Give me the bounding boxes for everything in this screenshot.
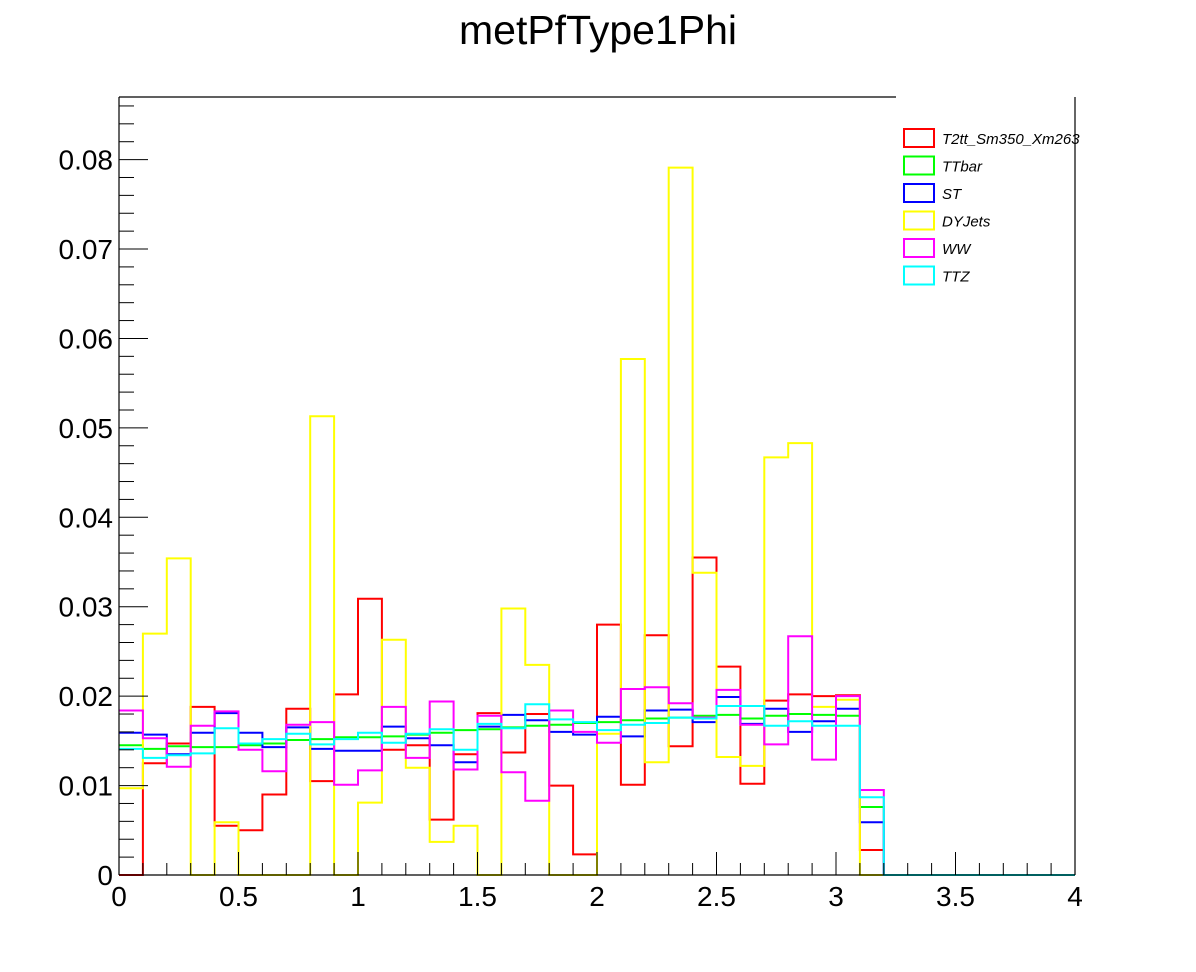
legend-label: WW [942, 241, 972, 258]
x-tick-label: 3 [828, 881, 844, 912]
legend-swatch [903, 155, 935, 176]
legend-label: DYJets [942, 214, 991, 231]
legend-item: T2tt_Sm350_Xm263 [903, 128, 1080, 148]
legend-label: TTbar [942, 159, 983, 176]
x-tick-label: 3.5 [936, 881, 975, 912]
x-tick-label: 2.5 [697, 881, 736, 912]
y-axis: 0 0.01 0.02 0.03 0.04 0.05 0.06 0.07 0.08 [59, 105, 148, 891]
legend-item: WW [903, 238, 972, 258]
legend-item: TTbar [903, 155, 983, 176]
legend-swatch [903, 210, 935, 231]
legend-item: DYJets [903, 210, 991, 231]
y-tick-label: 0.08 [59, 145, 114, 176]
legend-swatch [903, 238, 935, 258]
chart-title: metPfType1Phi [459, 7, 737, 53]
series-line [119, 703, 1075, 876]
x-axis: 0 0.5 1 1.5 2 2.5 3 3.5 4 [111, 852, 1083, 912]
legend-swatch [903, 128, 935, 148]
series-ttz [119, 703, 1075, 876]
y-tick-label: 0.02 [59, 681, 114, 712]
y-tick-label: 0.03 [59, 592, 114, 623]
legend-label: ST [942, 186, 963, 203]
x-tick-label: 1.5 [458, 881, 497, 912]
y-tick-label: 0.05 [59, 413, 114, 444]
x-tick-label: 4 [1067, 881, 1083, 912]
y-tick-label: 0.07 [59, 234, 114, 265]
x-tick-label: 1 [350, 881, 366, 912]
y-tick-label: 0.04 [59, 502, 114, 533]
y-tick-label: 0 [97, 860, 113, 891]
x-tick-label: 0 [111, 881, 127, 912]
x-tick-label: 2 [589, 881, 605, 912]
y-tick-label: 0.06 [59, 323, 114, 354]
legend-label: T2tt_Sm350_Xm263 [942, 131, 1080, 148]
legend-item: ST [903, 183, 963, 203]
series-st [119, 696, 1075, 876]
axes-frame [118, 96, 1076, 876]
legend-swatch [903, 265, 935, 286]
legend-item: TTZ [903, 265, 970, 286]
x-tick-label: 0.5 [219, 881, 258, 912]
series-line [119, 696, 1075, 876]
legend: T2tt_Sm350_Xm263 TTbar ST DYJets WW TTZ [903, 128, 1080, 286]
legend-swatch [903, 183, 935, 203]
legend-label: TTZ [942, 269, 970, 286]
y-tick-label: 0.01 [59, 771, 114, 802]
